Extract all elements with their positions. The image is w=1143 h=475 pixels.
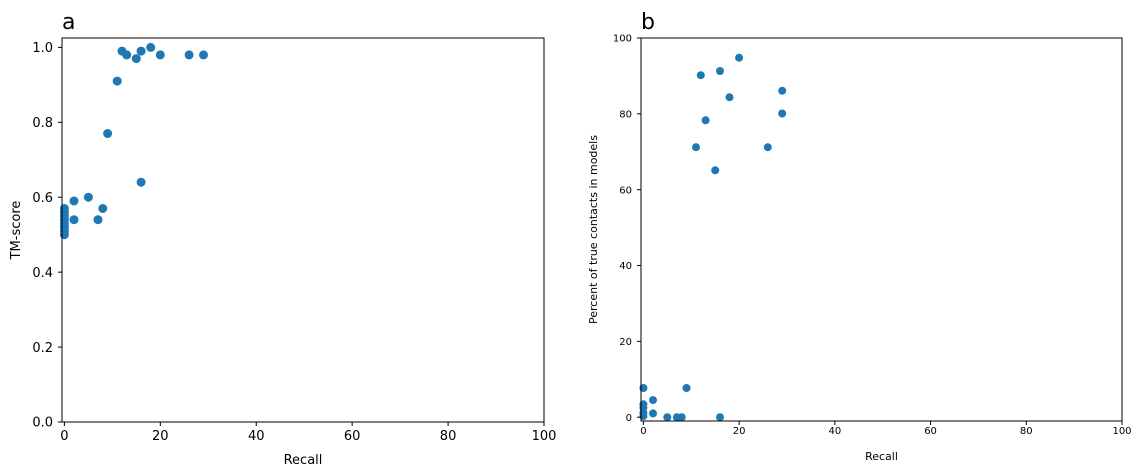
plot-frame — [640, 37, 1123, 422]
data-point — [696, 71, 705, 80]
y-tick-label: 0.4 — [32, 266, 53, 281]
x-tick-label: 40 — [248, 429, 265, 444]
x-tick-label: 60 — [924, 426, 937, 437]
x-axis-label: Recall — [865, 450, 898, 463]
data-point — [711, 166, 720, 175]
chart-panel-b: 0 20 40 60 80 100 0 20 40 60 80 100 Recall Percent of… — [587, 10, 1132, 463]
y-tick-label: 0.8 — [32, 116, 53, 131]
y-tick-label: 60 — [619, 185, 632, 196]
panel-label: a — [62, 10, 75, 35]
data-point — [59, 230, 69, 240]
data-point — [677, 413, 686, 422]
data-point — [93, 215, 103, 225]
data-point — [122, 50, 132, 60]
data-point — [649, 396, 657, 405]
x-tick-label: 100 — [1112, 426, 1131, 437]
y-tick-label: 20 — [619, 337, 632, 348]
y-tick-label: 0.6 — [32, 191, 53, 206]
data-point — [112, 76, 122, 86]
data-point — [103, 129, 113, 138]
x-tick-label: 20 — [733, 426, 746, 437]
y-tick-label: 1.0 — [32, 41, 53, 56]
data-point — [136, 177, 146, 187]
data-point — [131, 54, 141, 64]
y-tick-label: 0 — [626, 413, 632, 424]
data-point — [98, 204, 108, 213]
data-point — [692, 143, 700, 152]
x-tick-label: 20 — [152, 429, 169, 444]
y-axis-label: Percent of true contacts in models — [587, 135, 600, 324]
data-point — [735, 53, 744, 62]
y-tick-label: 0.2 — [32, 341, 53, 356]
y-tick-label: 100 — [613, 34, 632, 45]
x-tick-label: 0 — [640, 426, 646, 437]
x-tick-label: 100 — [532, 429, 557, 444]
x-tick-label: 60 — [344, 429, 361, 444]
data-point — [716, 413, 724, 422]
data-point — [69, 196, 79, 206]
x-tick-label: 80 — [1020, 426, 1033, 437]
y-tick-label: 80 — [619, 109, 632, 120]
data-point — [184, 50, 194, 60]
data-point — [778, 86, 787, 95]
y-axis-label: TM-score — [9, 201, 24, 261]
data-point — [155, 50, 165, 60]
data-point — [682, 384, 691, 392]
x-tick-label: 80 — [440, 429, 457, 444]
data-point — [701, 116, 710, 125]
data-point — [763, 143, 772, 152]
y-tick-label: 40 — [619, 261, 632, 272]
x-tick-label: 40 — [828, 426, 841, 437]
panel-label: b — [641, 10, 655, 35]
chart-panel-a: 0 20 40 60 80 100 0.0 0.2 0.4 0.6 0.8 1.0 Recall TM-s… — [9, 10, 556, 468]
data-point — [83, 192, 93, 202]
x-tick-label: 0 — [60, 429, 68, 444]
data-point — [778, 109, 787, 118]
data-point — [716, 67, 724, 75]
y-tick-label: 0.0 — [32, 416, 53, 431]
data-point — [663, 413, 672, 422]
data-point — [725, 93, 734, 102]
data-point — [136, 46, 146, 56]
data-point — [199, 50, 208, 60]
data-point — [649, 409, 657, 418]
plot-frame — [61, 37, 545, 423]
x-axis-label: Recall — [284, 453, 323, 468]
data-point — [69, 215, 79, 225]
data-point — [146, 42, 156, 52]
